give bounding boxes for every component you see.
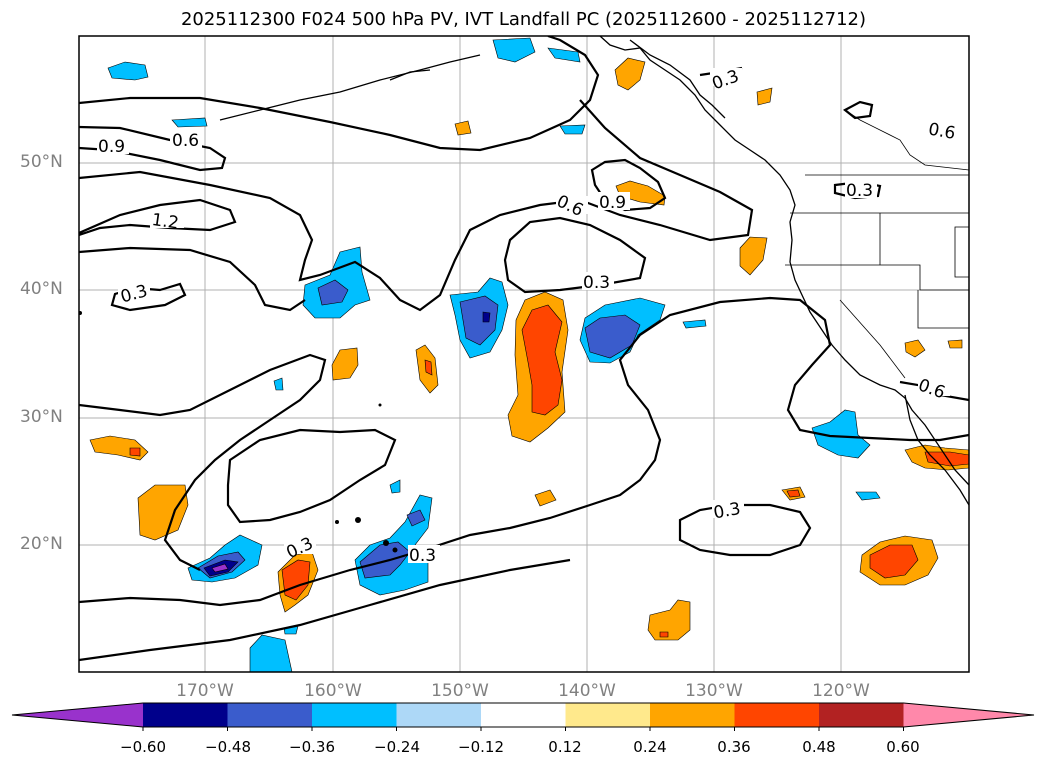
contour-label: 0.3 (583, 273, 610, 293)
blob-cyan-n5 (559, 124, 586, 135)
blob-orange-t (647, 599, 691, 641)
map-frame (78, 35, 970, 673)
blob-red-f (424, 359, 433, 376)
blob-orange-k (904, 339, 926, 358)
colorbar-tick-label: 0.12 (548, 738, 582, 756)
lat-label: 20°N (20, 534, 63, 554)
blob-blue-b (459, 295, 499, 346)
blob-red-c (521, 304, 563, 416)
colorbar-tick-label: −0.24 (374, 738, 420, 756)
state-borders (785, 109, 969, 379)
blob-orange-n3 (756, 87, 773, 106)
contour-label: 0.9 (98, 137, 125, 157)
blob-cyan-north3 (547, 47, 581, 63)
blob-red-p (869, 544, 919, 579)
contour-label: 0.9 (599, 193, 626, 213)
lat-label: 30°N (20, 407, 63, 427)
blob-cyan-g (273, 377, 284, 391)
colorbar-segment (565, 703, 651, 727)
contour-label: 0.3 (846, 181, 873, 201)
lon-label: 150°W (431, 681, 489, 701)
blob-orange-i (137, 484, 189, 541)
blob-cyan-u (249, 634, 293, 672)
contour-label: 0.6 (172, 131, 199, 151)
ivt-shading (89, 37, 969, 672)
lon-label: 170°W (176, 681, 234, 701)
blob-blue-s2 (406, 509, 426, 527)
colorbar-tick-label: 0.48 (802, 738, 836, 756)
blob-cyan-north1 (107, 61, 149, 81)
blob-orange-k2 (947, 339, 963, 349)
colorbar-tick-label: −0.36 (289, 738, 335, 756)
colorbar-segment (734, 703, 820, 727)
blob-cyan-o2 (389, 479, 401, 494)
colorbar-tick-label: −0.60 (120, 738, 166, 756)
blob-red-t (659, 631, 669, 638)
pv-contours (79, 36, 969, 662)
colorbar-segment (143, 703, 228, 727)
map-area: 0.9 0.6 1.2 0.3 0.6 0.9 0.3 0.3 0.3 0.6 … (79, 36, 969, 672)
blob-red-m (786, 489, 801, 498)
contour-label: 0.6 (927, 119, 957, 143)
blob-cyan-n (855, 491, 881, 501)
colorbar-extend-max (903, 703, 1034, 727)
lat-label: 40°N (20, 279, 63, 299)
colorbar-extend-min (12, 703, 143, 727)
colorbar-tick-label: −0.48 (205, 738, 251, 756)
contour-label: 1.2 (150, 210, 180, 234)
colorbar-segment (312, 703, 397, 727)
colorbar-tick-label: 0.60 (886, 738, 920, 756)
colorbar-segment (650, 703, 735, 727)
lat-label: 50°N (20, 152, 63, 172)
colorbar-segment (227, 703, 313, 727)
blob-cyan-north2 (492, 37, 536, 63)
lon-label: 140°W (558, 681, 616, 701)
map-title: 2025112300 F024 500 hPa PV, IVT Landfall… (180, 9, 867, 30)
blob-blue-a (317, 279, 349, 306)
blob-cyan-j (811, 409, 871, 459)
lon-label: 120°W (812, 681, 870, 701)
blob-orange-e (331, 347, 359, 381)
blob-blue-s (359, 541, 411, 579)
colorbar-segment (819, 703, 904, 727)
blob-purple-q (211, 563, 229, 573)
lon-label: 130°W (685, 681, 743, 701)
contour-labels: 0.9 0.6 1.2 0.3 0.6 0.9 0.3 0.3 0.3 0.6 … (97, 66, 960, 566)
blob-cyan-w (682, 319, 707, 329)
blob-blue-d (584, 314, 641, 359)
lon-label: 160°W (304, 681, 362, 701)
blob-orange-n5 (739, 236, 768, 276)
contour-label: 0.3 (712, 499, 742, 523)
contour-label: 0.6 (553, 191, 586, 221)
blob-orange-n1 (614, 57, 646, 91)
colorbar-tick-label: −0.12 (458, 738, 504, 756)
colorbar (11, 702, 1035, 731)
contour-label: 0.3 (409, 546, 436, 566)
blob-red-h (129, 447, 141, 457)
blob-orange-n2 (454, 120, 472, 136)
colorbar-segment (481, 703, 566, 727)
colorbar-segment (396, 703, 482, 727)
colorbar-tick-label: 0.36 (717, 738, 751, 756)
colorbar-tick-label: 0.24 (633, 738, 667, 756)
blob-cyan-n4 (171, 117, 208, 128)
islands (79, 311, 398, 553)
blob-orange-o (534, 489, 557, 507)
blob-navy-b (482, 311, 491, 323)
